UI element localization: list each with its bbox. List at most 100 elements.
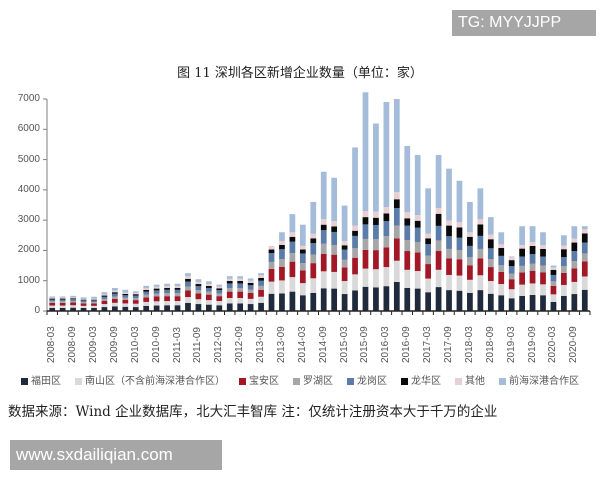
- bar-segment: [143, 305, 150, 311]
- bar-segment: [132, 297, 139, 301]
- bar-segment: [112, 287, 118, 291]
- bar-segment: [435, 287, 442, 311]
- bar-segment: [205, 284, 212, 287]
- x-tick-label: 2017-03: [422, 326, 434, 363]
- bar-segment: [581, 229, 588, 234]
- legend-swatch: [21, 377, 28, 385]
- bar-segment: [195, 290, 202, 294]
- bar-segment: [508, 266, 515, 274]
- x-tick-label: 2014-03: [296, 326, 308, 363]
- legend-swatch: [499, 377, 506, 385]
- bar-segment: [581, 289, 588, 311]
- bar-segment: [101, 296, 108, 299]
- bar-segment: [247, 278, 254, 281]
- bar-segment: [487, 293, 494, 311]
- bar-segment: [352, 147, 358, 226]
- x-tick-label: 2018-03: [463, 326, 475, 363]
- bar-segment: [132, 295, 139, 298]
- x-tick-label: 2020-03: [547, 326, 559, 363]
- legend-item: 南山区（不含前海深港合作区）: [75, 372, 225, 387]
- bar-segment: [467, 279, 473, 293]
- bar-segment: [383, 236, 390, 248]
- bar-segment: [164, 287, 170, 290]
- bar-segment: [320, 224, 327, 231]
- bar-segment: [174, 301, 181, 306]
- bar-segment: [132, 291, 139, 293]
- bar-segment: [195, 286, 202, 291]
- bar-segment: [467, 236, 473, 246]
- bar-segment: [268, 293, 275, 311]
- bar-segment: [581, 253, 588, 262]
- bar-segment: [122, 303, 129, 307]
- bar-segment: [477, 248, 484, 259]
- bar-segment: [122, 293, 129, 296]
- bar-segment: [404, 225, 411, 241]
- bar-segment: [143, 285, 150, 289]
- bar-segment: [195, 304, 202, 311]
- bar-segment: [91, 298, 97, 300]
- bar-segment: [237, 303, 244, 311]
- bar-segment: [70, 307, 76, 311]
- bar-segment: [540, 232, 546, 246]
- bar-segment: [425, 233, 432, 239]
- bar-segment: [498, 255, 505, 266]
- bar-segment: [310, 278, 317, 293]
- x-tick-label: 2014-09: [317, 326, 329, 363]
- bar-segment: [112, 293, 118, 297]
- bar-segment: [331, 231, 338, 245]
- bar-segment: [519, 248, 525, 257]
- bar-segment: [80, 300, 87, 303]
- bar-segment: [540, 256, 546, 266]
- bar-segment: [581, 226, 588, 230]
- bar-segment: [185, 290, 191, 298]
- bar-segment: [237, 287, 244, 292]
- bar-segment: [112, 298, 118, 303]
- bar-segment: [341, 267, 348, 282]
- bar-segment: [258, 289, 264, 297]
- bar-segment: [153, 284, 160, 287]
- bar-segment: [487, 248, 494, 260]
- bar-segment: [195, 281, 202, 285]
- bar-segment: [91, 300, 97, 303]
- bar-segment: [477, 219, 484, 225]
- bar-segment: [456, 222, 463, 228]
- bar-segment: [91, 305, 97, 308]
- legend-item: 前海深港合作区: [499, 372, 579, 387]
- bar-segment: [540, 272, 546, 285]
- bar-segment: [153, 301, 160, 306]
- bar-segment: [331, 177, 338, 222]
- legend-label: 南山区（不含前海深港合作区）: [85, 376, 225, 387]
- x-tick-label: 2015-09: [359, 326, 371, 363]
- bar-segment: [508, 279, 515, 290]
- x-tick-label: 2008-03: [46, 326, 58, 363]
- bar-segment: [529, 263, 536, 271]
- bar-segment: [498, 248, 505, 256]
- bar-segment: [247, 285, 254, 290]
- bar-segment: [404, 251, 411, 270]
- x-tick-label: 2018-09: [484, 326, 496, 363]
- bar-segment: [362, 268, 369, 287]
- bar-segment: [268, 268, 275, 282]
- bar-segment: [226, 276, 233, 279]
- bar-segment: [373, 224, 379, 240]
- x-tick-label: 2009-03: [87, 326, 99, 363]
- bar-segment: [122, 297, 129, 300]
- bar-segment: [164, 283, 170, 287]
- bar-segment: [49, 301, 56, 303]
- x-tick-label: 2012-09: [234, 326, 246, 363]
- bar-segment: [561, 284, 567, 296]
- bar-segment: [289, 236, 296, 242]
- bar-segment: [393, 191, 400, 200]
- bar-segment: [226, 278, 233, 282]
- bar-segment: [101, 298, 108, 301]
- bar-segment: [352, 225, 358, 231]
- bar-segment: [320, 288, 327, 311]
- bar-segment: [373, 287, 379, 311]
- bar-segment: [205, 291, 212, 295]
- bar-segment: [540, 295, 546, 311]
- bar-segment: [237, 278, 244, 282]
- bar-segment: [299, 249, 306, 254]
- bar-segment: [487, 259, 494, 268]
- bar-segment: [435, 213, 442, 226]
- bar-segment: [352, 290, 358, 311]
